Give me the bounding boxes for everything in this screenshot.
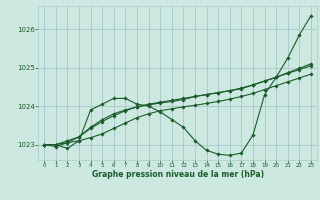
X-axis label: Graphe pression niveau de la mer (hPa): Graphe pression niveau de la mer (hPa) <box>92 170 264 179</box>
